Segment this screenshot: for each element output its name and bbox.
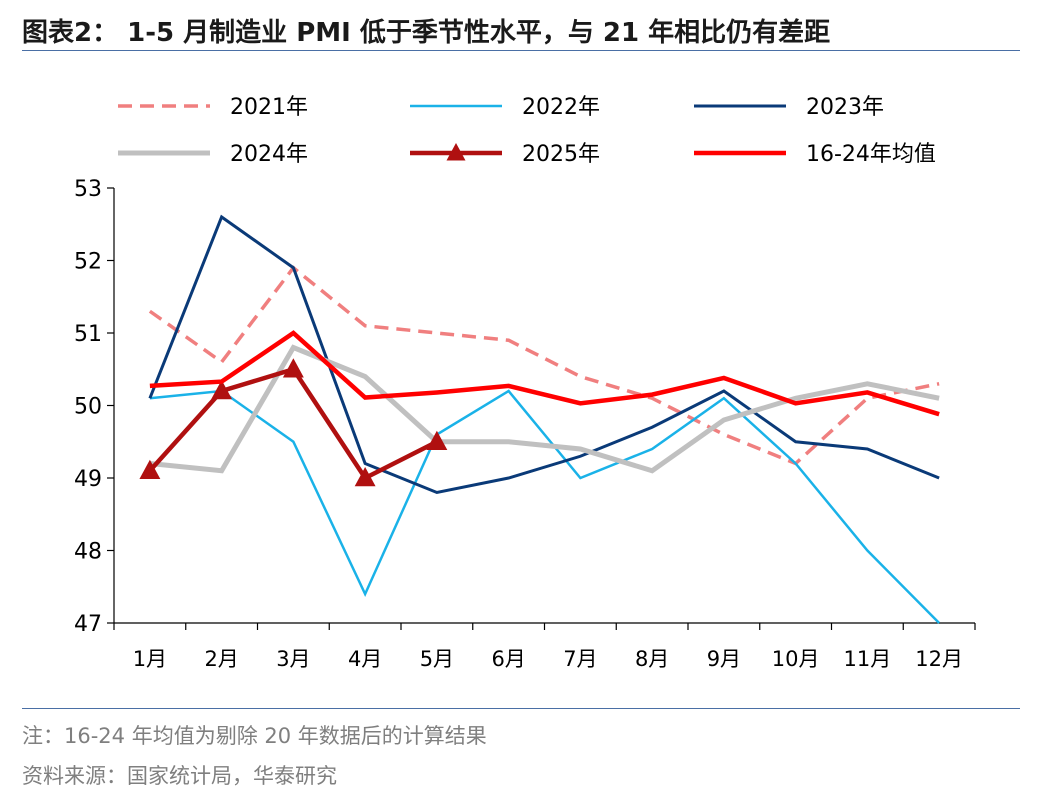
chart-series (139, 214, 941, 624)
legend-label: 2021年 (230, 95, 308, 120)
series-2024 (149, 344, 940, 474)
x-tick-label: 11月 (844, 647, 892, 671)
chart-legend: 2021年 2022年 2023年 2024年 2025年 16-24年均值 (118, 95, 936, 167)
series-line-2022 (149, 389, 941, 624)
data-point-2025 (139, 459, 161, 479)
x-tick-label: 7月 (563, 647, 597, 671)
y-tick-label: 50 (74, 395, 102, 420)
data-point-2025 (211, 380, 233, 400)
legend-label: 2022年 (522, 95, 600, 120)
x-tick-label: 3月 (276, 647, 310, 671)
y-tick-label: 48 (74, 540, 102, 565)
chart-title: 图表2： 1-5 月制造业 PMI 低于季节性水平，与 21 年相比仍有差距 (22, 18, 831, 48)
x-tick-label: 5月 (420, 647, 454, 671)
legend-item-2024: 2024年 (118, 142, 308, 167)
x-tick-label: 12月 (915, 647, 963, 671)
legend-marker (446, 143, 466, 161)
y-tick-label: 52 (74, 250, 102, 275)
legend-label: 2023年 (806, 95, 884, 120)
data-point-2025 (282, 358, 304, 378)
series-2022 (149, 389, 941, 624)
legend-label: 2024年 (230, 142, 308, 167)
legend-item-2023: 2023年 (694, 95, 884, 120)
legend-item-2022: 2022年 (410, 95, 600, 120)
series-2025 (139, 358, 448, 487)
x-tick-label: 10月 (772, 647, 820, 671)
footer-divider (22, 708, 1020, 709)
series-line-2024 (149, 344, 940, 474)
line-chart: 2021年 2022年 2023年 2024年 2025年 16-24年均值 47 48 49… (74, 95, 976, 671)
series-line-16-24 (149, 330, 940, 417)
y-tick-label: 47 (74, 612, 102, 637)
legend-label: 16-24年均值 (806, 142, 936, 167)
legend-item-2025: 2025年 (410, 142, 600, 167)
legend-label: 2025年 (522, 142, 600, 167)
x-tick-label: 6月 (491, 647, 525, 671)
y-tick-label: 53 (74, 177, 102, 202)
series-line-2023 (148, 214, 940, 495)
data-point-2025 (354, 467, 376, 487)
y-tick-label: 51 (74, 322, 102, 347)
x-tick-label: 9月 (707, 647, 741, 671)
series-16-24 (149, 330, 940, 417)
x-tick-label: 2月 (204, 647, 238, 671)
chart-axes: 47 48 49 50 51 52 53 1月 2月 3月 4月 5月 6月 7月 8月 9月 10月 11月 12… (74, 177, 976, 671)
x-tick-label: 8月 (635, 647, 669, 671)
x-tick-label: 4月 (348, 647, 382, 671)
y-tick-label: 49 (74, 467, 102, 492)
chart-source: 资料来源：国家统计局，华泰研究 (22, 764, 337, 788)
series-line-2021 (148, 265, 940, 466)
legend-item-16-24: 16-24年均值 (694, 142, 936, 167)
data-point-2025 (426, 430, 448, 450)
title-divider (22, 50, 1020, 51)
series-2021 (148, 265, 940, 466)
chart-note: 注：16-24 年均值为剔除 20 年数据后的计算结果 (22, 724, 487, 748)
legend-item-2021: 2021年 (118, 95, 308, 120)
x-tick-label: 1月 (133, 647, 167, 671)
series-2023 (148, 214, 940, 495)
